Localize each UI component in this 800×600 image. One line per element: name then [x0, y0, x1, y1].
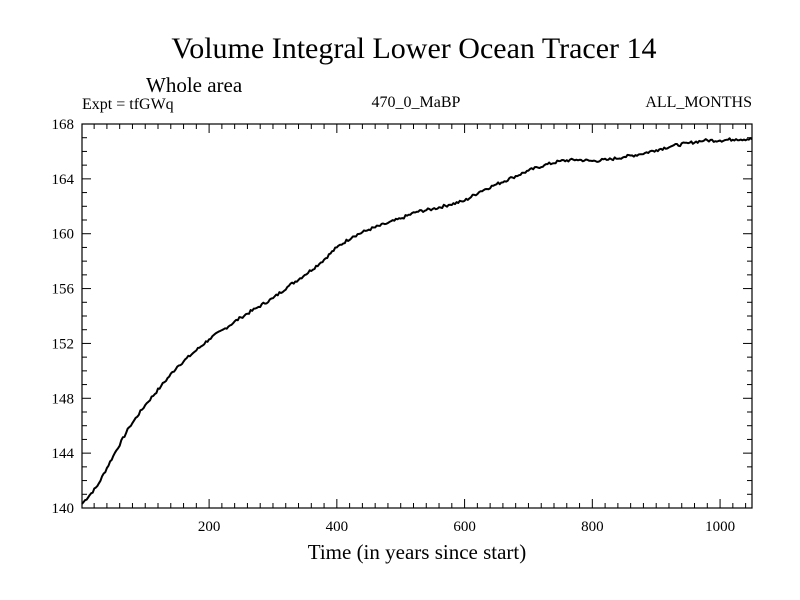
y-tick-label: 156: [52, 282, 75, 298]
x-tick-label: 200: [198, 519, 221, 535]
plot-frame: [81, 123, 753, 509]
experiment-label: Expt = tfGWq: [82, 96, 174, 113]
y-tick-label: 164: [52, 172, 75, 188]
series-line: [81, 137, 753, 505]
months-label: ALL_MONTHS: [645, 94, 752, 111]
x-tick-label: 1000: [705, 519, 735, 535]
y-tick-label: 148: [52, 391, 75, 407]
x-tick-label: 400: [326, 519, 349, 535]
x-tick-label: 600: [453, 519, 476, 535]
axis-ticks: [82, 123, 752, 509]
period-label: 470_0_MaBP: [372, 94, 461, 111]
y-tick-label: 160: [52, 227, 75, 243]
y-tick-label: 140: [52, 501, 75, 517]
x-tick-label: 800: [581, 519, 604, 535]
chart-subtitle: Whole area: [146, 73, 243, 97]
x-tick-labels: 200 400 600 800 1000: [198, 519, 735, 535]
y-tick-label: 152: [52, 336, 75, 352]
y-tick-labels: 140 144 148 152 156 160 164 168: [52, 117, 75, 517]
chart-title: Volume Integral Lower Ocean Tracer 14: [171, 32, 656, 65]
y-tick-label: 168: [52, 117, 75, 133]
x-axis-label: Time (in years since start): [308, 540, 527, 564]
y-tick-label: 144: [52, 446, 75, 462]
